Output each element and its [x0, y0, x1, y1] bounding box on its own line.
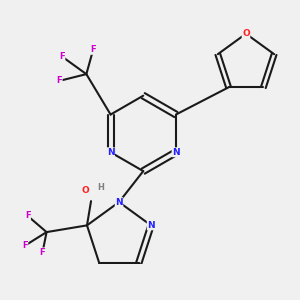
- Text: H: H: [97, 183, 104, 192]
- Text: F: F: [57, 76, 62, 85]
- Text: F: F: [59, 52, 65, 61]
- Text: O: O: [242, 29, 250, 38]
- Text: F: F: [22, 241, 28, 250]
- Text: N: N: [115, 198, 123, 207]
- Text: N: N: [107, 148, 114, 157]
- Text: F: F: [25, 212, 31, 220]
- Text: N: N: [147, 221, 155, 230]
- Text: F: F: [40, 248, 45, 257]
- Text: N: N: [172, 148, 180, 157]
- Text: F: F: [90, 45, 96, 54]
- Text: O: O: [82, 186, 89, 195]
